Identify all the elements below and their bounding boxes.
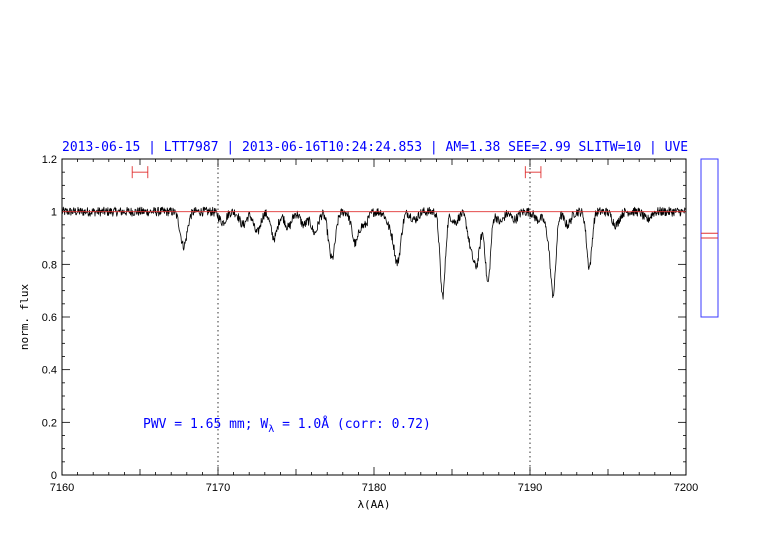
- x-tick-labels: 7160 7170 7180 7190 7200: [50, 482, 698, 494]
- chart-title: 2013-06-15 | LTT7987 | 2013-06-16T10:24:…: [62, 140, 688, 155]
- x-axis-label: λ(AA): [357, 498, 390, 511]
- y-tick-label: 1.2: [42, 154, 57, 166]
- reference-lines: [217, 159, 531, 475]
- y-tick-label: 1: [51, 207, 57, 219]
- y-tick-label: 0.2: [42, 417, 57, 429]
- annotation-prefix: PWV = 1.65 mm; W: [143, 417, 268, 432]
- spectrum-line: [61, 206, 687, 300]
- plot-frame: [61, 158, 687, 476]
- y-tick-label: 0: [51, 470, 57, 482]
- side-panel-marks: [701, 232, 718, 239]
- x-tick-label: 7200: [674, 482, 698, 494]
- y-tick-labels: 0 0.2 0.4 0.6 0.8 1 1.2: [42, 154, 57, 482]
- x-tick-label: 7180: [362, 482, 386, 494]
- x-tick-label: 7190: [518, 482, 542, 494]
- annotation-suffix: = 1.0Å (corr: 0.72): [274, 416, 431, 432]
- y-tick-label: 0.4: [42, 365, 57, 377]
- y-tick-label: 0.8: [42, 259, 57, 271]
- x-tick-label: 7160: [50, 482, 74, 494]
- fit-windows: [131, 166, 542, 179]
- y-axis-label: norm. flux: [18, 284, 31, 351]
- annotation-subscript: λ: [268, 424, 274, 435]
- pwv-annotation: PWV = 1.65 mm; Wλ = 1.0Å (corr: 0.72): [143, 416, 431, 435]
- x-tick-label: 7170: [206, 482, 230, 494]
- y-tick-label: 0.6: [42, 312, 57, 324]
